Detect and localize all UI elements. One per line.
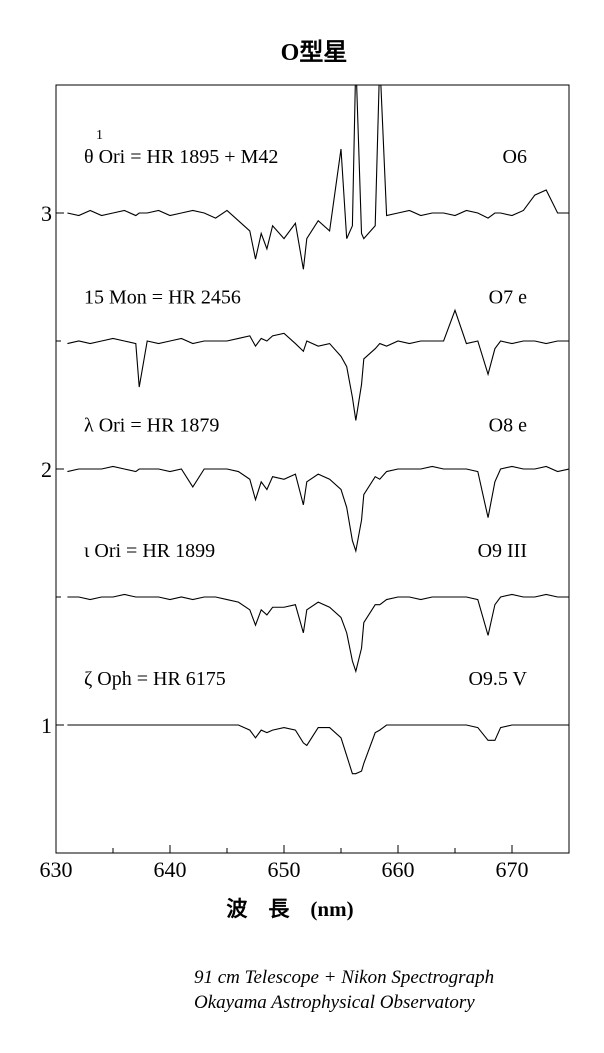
x-tick-label: 670 bbox=[496, 857, 529, 882]
x-tick-label: 650 bbox=[268, 857, 301, 882]
x-axis-label: 波 長 (nm) bbox=[226, 897, 353, 921]
spectrum-line bbox=[67, 724, 569, 775]
footer-line: Okayama Astrophysical Observatory bbox=[194, 992, 475, 1013]
spectrum-line bbox=[67, 308, 569, 421]
y-tick-label: 3 bbox=[41, 201, 52, 226]
plot-area bbox=[67, 85, 569, 775]
spectrum-line bbox=[67, 465, 569, 554]
spectral-type: O9.5 V bbox=[468, 668, 527, 690]
spectrum-line bbox=[67, 593, 569, 674]
spectrum-label: 15 Mon = HR 2456 bbox=[84, 287, 241, 309]
spectrum-line bbox=[67, 85, 569, 270]
spectral-type: O9 III bbox=[478, 540, 527, 562]
y-tick-label: 1 bbox=[41, 713, 52, 738]
spectral-type: O7 e bbox=[489, 287, 527, 309]
chart-title: O型星 bbox=[281, 39, 348, 66]
spectrum-label: θ Ori = HR 1895 + M42 bbox=[84, 146, 278, 168]
plot-frame bbox=[55, 84, 570, 854]
x-tick-label: 660 bbox=[382, 857, 415, 882]
spectrum-label-superscript: 1 bbox=[96, 128, 103, 143]
footer-line: 91 cm Telescope + Nikon Spectrograph bbox=[194, 967, 494, 988]
spectral-type: O8 e bbox=[489, 415, 527, 437]
y-tick-label: 2 bbox=[41, 457, 52, 482]
spectrum-label: ι Ori = HR 1899 bbox=[84, 540, 215, 562]
x-tick-label: 630 bbox=[40, 857, 73, 882]
spectrum-label: λ Ori = HR 1879 bbox=[84, 415, 219, 437]
spectrum-label: ζ Oph = HR 6175 bbox=[84, 668, 226, 690]
spectral-type: O6 bbox=[503, 146, 527, 168]
x-tick-label: 640 bbox=[154, 857, 187, 882]
